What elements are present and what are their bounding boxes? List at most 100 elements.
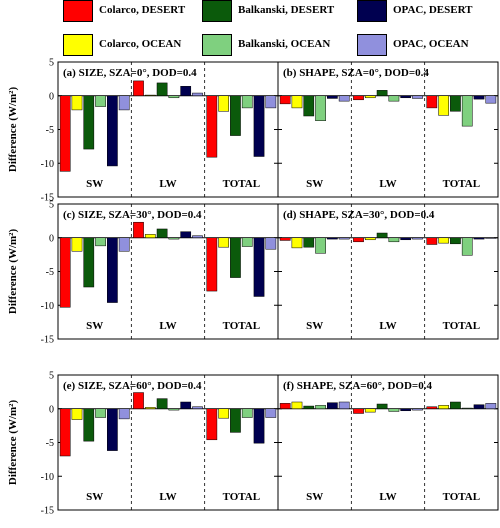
legend-swatch	[63, 34, 93, 56]
bar	[426, 237, 438, 245]
category-label: LW	[379, 320, 396, 332]
bar	[315, 405, 326, 410]
category-label: TOTAL	[223, 491, 261, 503]
bar	[353, 95, 364, 101]
bar	[168, 237, 180, 240]
y-tick-label: -5	[46, 438, 54, 449]
bar	[450, 95, 461, 112]
bar	[168, 95, 180, 99]
bar	[279, 403, 291, 410]
chart-panel: 5 0 -5 -10 -15 SW LW TOTAL (c) SIZE, SZA=30°, DO…	[7, 200, 279, 346]
bar	[461, 407, 473, 410]
bar	[364, 408, 376, 413]
category-label: SW	[86, 178, 103, 190]
y-tick-label: -10	[41, 301, 54, 312]
plot-frame	[57, 374, 279, 511]
bar	[241, 95, 253, 109]
y-tick-label: -10	[41, 159, 54, 170]
y-tick-label: -10	[41, 472, 54, 483]
bar	[473, 237, 485, 240]
legend-label: Balkanski, OCEAN	[238, 38, 331, 50]
y-tick-label: -15	[41, 193, 54, 204]
bar	[192, 92, 203, 97]
panel-title: (d) SHAPE, SZA=30°, DOD=0.4	[283, 209, 435, 221]
bar	[485, 237, 497, 239]
bar	[241, 408, 253, 418]
bar	[156, 398, 168, 410]
bar	[412, 237, 423, 240]
bar	[230, 95, 241, 136]
bar	[59, 95, 71, 172]
bar	[180, 231, 192, 238]
bar	[376, 232, 388, 238]
bar	[461, 95, 473, 127]
bar	[450, 401, 461, 409]
legend-label: Colarco, DESERT	[99, 4, 186, 16]
bar	[303, 95, 315, 117]
bar	[400, 95, 412, 99]
bar	[156, 228, 168, 239]
bar	[279, 95, 291, 105]
legend-label: OPAC, DESERT	[393, 4, 473, 16]
bar	[412, 95, 423, 99]
bar	[303, 405, 315, 409]
bar	[133, 221, 144, 239]
legend-swatch	[357, 0, 387, 22]
bar	[438, 237, 449, 244]
bar	[473, 404, 485, 410]
bar	[265, 95, 277, 109]
y-tick-label: -5	[46, 125, 54, 136]
bar	[338, 401, 350, 409]
bar	[218, 237, 229, 248]
bar	[376, 90, 388, 96]
bar	[315, 95, 326, 121]
bar	[192, 406, 203, 410]
bar	[438, 405, 449, 410]
chart-panel: SW LW TOTAL (d) SHAPE, SZA=30°, DOD=0.4	[277, 203, 499, 340]
y-axis-label: Difference (W/m²)	[7, 229, 19, 315]
bar	[133, 80, 144, 97]
category-label: TOTAL	[443, 491, 481, 503]
category-label: SW	[306, 320, 323, 332]
bar	[230, 237, 241, 278]
bar	[168, 408, 180, 411]
legend-swatch	[202, 0, 232, 22]
bar	[438, 95, 449, 116]
y-tick-label: 5	[49, 200, 54, 211]
bar	[426, 95, 438, 109]
category-label: SW	[86, 320, 103, 332]
y-tick-label: -5	[46, 267, 54, 278]
bar	[376, 403, 388, 409]
bar	[218, 408, 229, 419]
bar	[253, 95, 265, 157]
bar	[327, 95, 338, 99]
category-label: TOTAL	[443, 178, 481, 190]
bar	[133, 392, 144, 409]
bar	[388, 237, 400, 243]
bar	[364, 95, 376, 99]
bar	[118, 95, 130, 111]
bar	[485, 403, 497, 410]
bar	[71, 237, 83, 252]
chart-panel: SW LW TOTAL (f) SHAPE, SZA=60°, DOD=0.4	[277, 374, 499, 511]
bar	[95, 237, 106, 247]
plot-frame	[277, 203, 499, 340]
bar	[144, 407, 156, 409]
bar	[192, 235, 203, 239]
y-axis-label: Difference (W/m²)	[7, 87, 19, 173]
category-label: LW	[159, 320, 176, 332]
y-tick-label: 5	[49, 371, 54, 382]
bar	[144, 94, 156, 97]
category-label: LW	[379, 491, 396, 503]
bar	[388, 95, 400, 102]
bar	[206, 408, 218, 441]
bar	[388, 408, 400, 412]
bar	[118, 408, 130, 420]
bar	[95, 95, 106, 107]
category-label: LW	[159, 491, 176, 503]
bar	[206, 237, 218, 292]
bar	[265, 237, 277, 250]
panel-title: (e) SIZE, SZA=60°, DOD=0.4	[63, 380, 202, 392]
bar	[279, 237, 291, 241]
